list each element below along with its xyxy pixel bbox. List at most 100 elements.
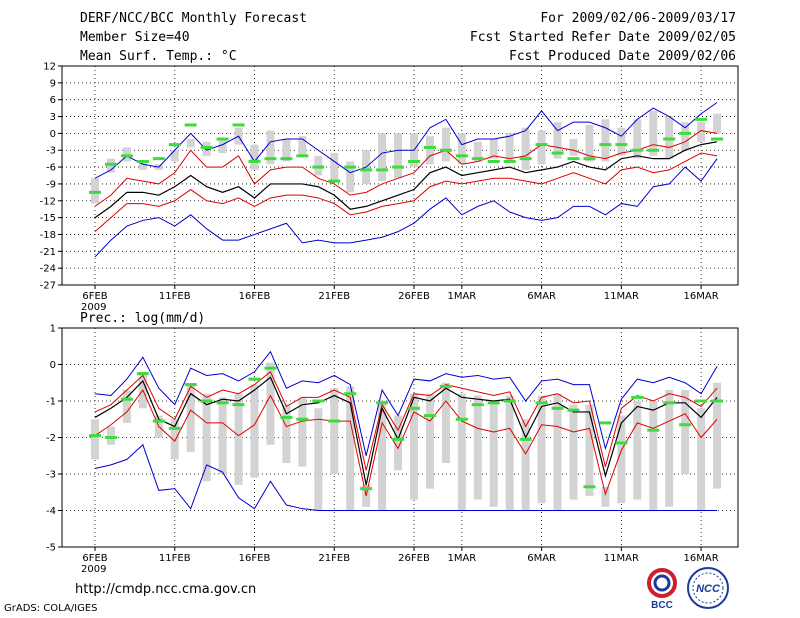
forecast-marker	[695, 117, 708, 121]
spread-box	[617, 127, 626, 156]
forecast-marker	[328, 179, 341, 183]
y-tick-label: 12	[43, 62, 56, 73]
spread-box	[346, 161, 355, 193]
bcc-logo: BCC	[640, 566, 684, 611]
spread-box	[681, 390, 690, 474]
y-tick-label: -21	[40, 247, 56, 258]
forecast-marker	[423, 145, 436, 149]
forecast-marker	[567, 408, 580, 412]
spread-box	[91, 419, 99, 460]
forecast-marker	[344, 165, 357, 169]
series-line-lower	[94, 389, 718, 497]
footer-url[interactable]: http://cmdp.ncc.cma.gov.cn	[75, 582, 257, 597]
forecast-marker	[264, 157, 277, 161]
y-tick-label: -1	[46, 397, 56, 408]
forecast-marker	[120, 397, 133, 401]
x-tick-label: 21FEB	[318, 553, 350, 564]
x-tick-label: 1MAR	[447, 291, 476, 302]
x-tick-label: 26FEB	[398, 291, 430, 302]
spread-box	[681, 122, 690, 151]
y-tick-label: -2	[46, 433, 56, 444]
forecast-marker	[471, 403, 484, 407]
forecast-marker	[679, 423, 692, 427]
forecast-marker	[711, 137, 724, 141]
forecast-marker	[200, 145, 213, 149]
forecast-marker	[248, 377, 261, 381]
forecast-marker	[280, 415, 293, 419]
spread-box	[441, 382, 450, 464]
forecast-marker	[120, 154, 133, 158]
spread-box	[713, 382, 722, 489]
forecast-marker	[328, 419, 341, 423]
spread-box	[378, 133, 387, 182]
spread-box	[457, 133, 466, 165]
series-line-min	[94, 158, 718, 258]
x-tick-label: 11MAR	[604, 291, 639, 302]
forecast-marker	[232, 403, 245, 407]
y-tick-label: -12	[40, 196, 56, 207]
forecast-marker	[583, 157, 596, 161]
forecast-marker	[408, 159, 420, 163]
forecast-marker	[535, 401, 548, 405]
y-tick-label: -3	[46, 146, 56, 157]
series-line-mean	[94, 141, 718, 219]
x-tick-label: 6FEB	[82, 553, 107, 564]
spread-box	[713, 113, 722, 134]
y-tick-label: 3	[50, 112, 56, 123]
forecast-marker	[136, 372, 149, 376]
y-tick-label: -4	[46, 506, 56, 517]
spread-box	[298, 397, 307, 467]
forecast-marker	[471, 157, 484, 161]
forecast-marker	[615, 441, 628, 445]
forecast-marker	[423, 414, 436, 418]
forecast-marker	[695, 399, 708, 403]
forecast-marker	[152, 157, 165, 161]
forecast-marker	[599, 421, 612, 425]
spread-box	[298, 136, 307, 156]
spread-box	[569, 404, 578, 500]
spread-box	[282, 404, 291, 464]
y-tick-label: -6	[46, 163, 56, 174]
y-tick-label: -3	[46, 470, 56, 481]
x-tick-label: 11FEB	[159, 553, 191, 564]
forecast-marker	[360, 168, 373, 172]
forecast-marker	[184, 123, 197, 127]
forecast-marker	[647, 428, 660, 432]
forecast-marker	[200, 399, 213, 403]
y-tick-label: 0	[50, 129, 56, 140]
spread-box	[553, 393, 562, 511]
spread-box	[457, 393, 466, 511]
spread-box	[649, 110, 658, 156]
y-tick-label: -18	[40, 230, 56, 241]
y-tick-label: -27	[40, 281, 56, 292]
forecast-marker	[136, 159, 149, 163]
y-tick-label: -9	[46, 179, 56, 190]
spread-box	[314, 408, 323, 511]
y-tick-label: 6	[50, 95, 56, 106]
forecast-marker	[392, 437, 405, 441]
spread-box	[234, 393, 243, 485]
forecast-marker	[376, 401, 389, 405]
panel-title: Prec.: log(mm/d)	[80, 311, 205, 326]
forecast-marker	[455, 154, 468, 158]
refer-date: Fcst Started Refer Date 2009/02/05	[469, 30, 736, 45]
spread-box	[202, 393, 211, 482]
series-line-upper	[94, 130, 718, 207]
forecast-marker	[344, 392, 357, 396]
member-size: Member Size=40	[80, 30, 190, 45]
forecast-marker	[439, 384, 452, 388]
spread-box	[250, 144, 259, 170]
x-tick-label: 11MAR	[604, 553, 639, 564]
forecast-marker	[615, 143, 628, 147]
spread-box	[649, 401, 658, 511]
forecast-marker	[392, 165, 405, 169]
spread-box	[106, 426, 115, 445]
variable-label: Mean Surf. Temp.: °C	[80, 49, 237, 64]
spread-box	[330, 153, 339, 182]
forecast-marker	[408, 406, 420, 410]
forecast-marker	[360, 487, 373, 491]
forecast-marker	[248, 159, 261, 163]
x-tick-label: 6MAR	[527, 291, 556, 302]
